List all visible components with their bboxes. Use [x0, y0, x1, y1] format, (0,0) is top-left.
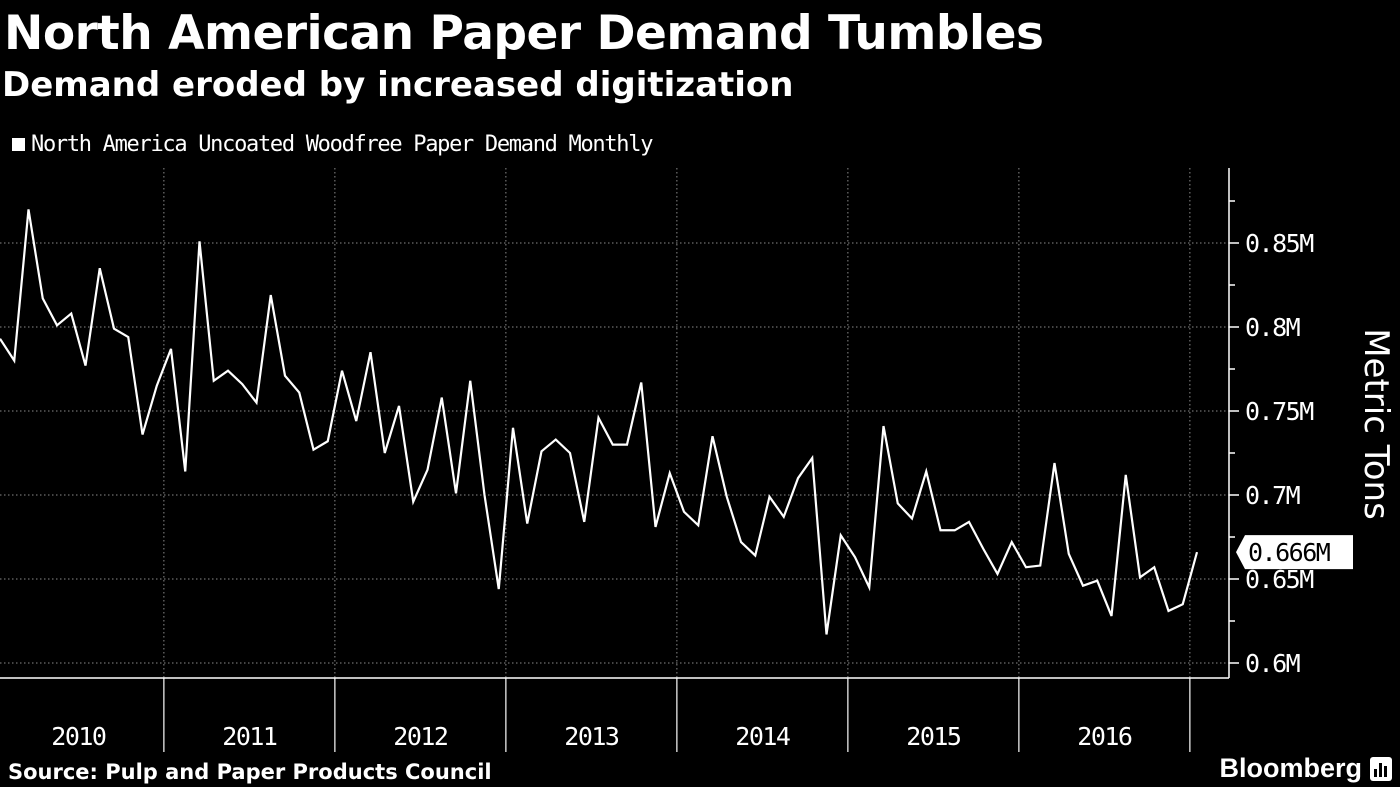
legend: North America Uncoated Woodfree Paper De…: [12, 128, 653, 160]
x-tick-label: 2010: [51, 722, 106, 751]
brand-logo: Bloomberg: [1219, 753, 1362, 783]
last-value-badge: [1236, 535, 1353, 570]
bloomberg-chart-icon: [1370, 757, 1392, 781]
axes: [0, 168, 1239, 752]
legend-swatch: [12, 137, 25, 151]
legend-label: North America Uncoated Woodfree Paper De…: [31, 131, 653, 157]
y-tick-label: 0.6M: [1245, 649, 1300, 678]
x-tick-label: 2014: [735, 722, 790, 751]
x-tick-label: 2016: [1077, 722, 1132, 751]
series-layer: [0, 209, 1199, 635]
chart-subtitle: Demand eroded by increased digitization: [2, 65, 794, 105]
y-tick-label: 0.85M: [1245, 229, 1313, 258]
y-tick-label: 0.8M: [1245, 313, 1300, 342]
chart-title: North American Paper Demand Tumbles: [4, 6, 1044, 61]
x-tick-label: 2013: [564, 722, 619, 751]
x-tick-label: 2012: [393, 722, 447, 751]
series-line: [0, 209, 1199, 635]
x-tick-label: 2015: [906, 722, 961, 751]
x-tick-label: 2011: [222, 722, 277, 751]
y-tick-label: 0.65M: [1245, 565, 1313, 594]
y-tick-label: 0.75M: [1245, 397, 1313, 426]
source-note: Source: Pulp and Paper Products Council: [8, 760, 492, 784]
grid-lines: [0, 168, 1229, 678]
y-axis-title: Metric Tons: [1356, 328, 1396, 520]
y-tick-label: 0.7M: [1245, 481, 1300, 510]
tick-labels: 0.6M 0.65M 0.7M 0.75M 0.8M 0.85M 2010 2011 2012 2…: [51, 229, 1396, 751]
last-value-label: 0.666M: [1248, 538, 1330, 567]
